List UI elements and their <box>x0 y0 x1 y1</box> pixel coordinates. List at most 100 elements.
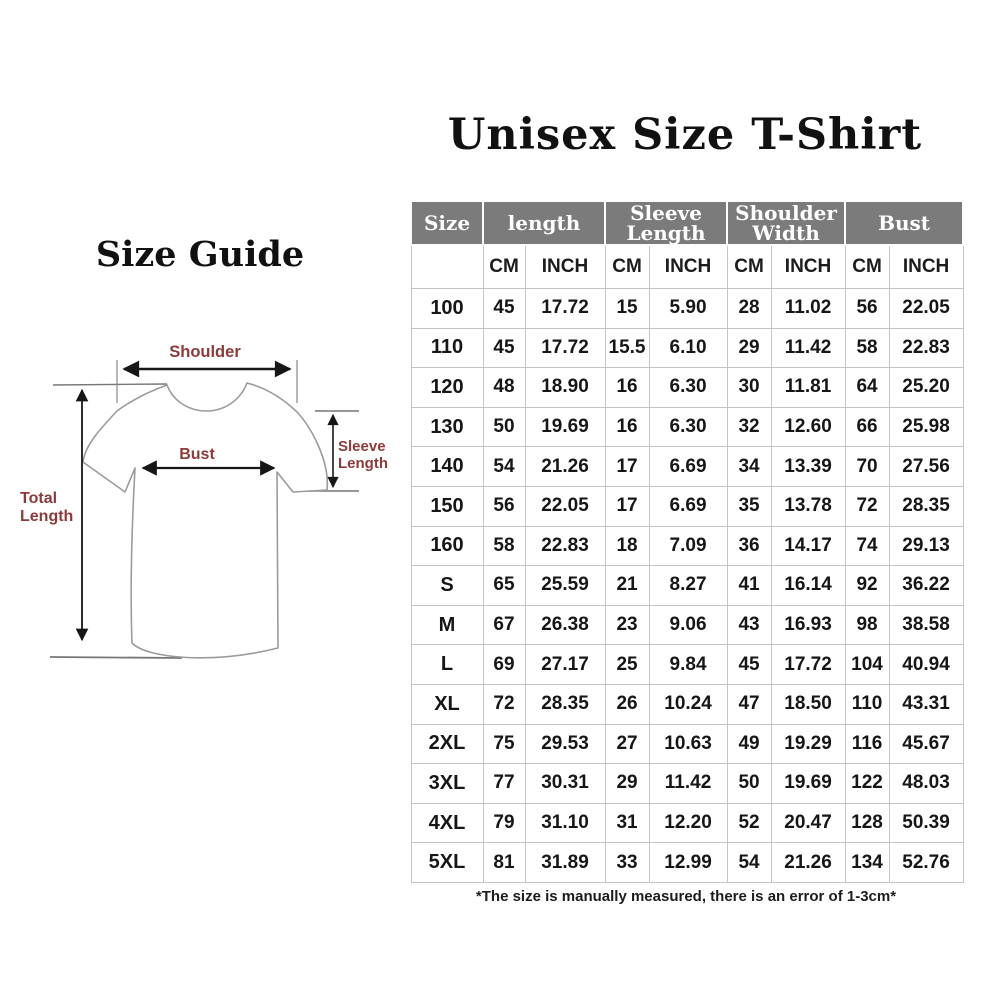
col-header-size: Size <box>410 200 484 246</box>
measurement-cell: 28 <box>726 288 772 329</box>
size-label-cell: 110 <box>410 327 484 369</box>
measurement-cell: 110 <box>844 683 890 725</box>
measurement-cell: 43 <box>726 604 772 646</box>
measurement-cell: 75 <box>482 723 526 765</box>
table-row: 5XL 81 31.89 33 12.99 54 21.26 134 52.76 <box>410 842 964 883</box>
measurement-cell: 22.05 <box>524 485 606 527</box>
size-table-header: Size length Sleeve Length Shoulder Width… <box>410 200 965 289</box>
table-row: S 65 25.59 21 8.27 41 16.14 92 36.22 <box>410 565 964 606</box>
bust-label: Bust <box>179 446 215 463</box>
measurement-cell: 23 <box>604 604 650 646</box>
measurement-cell: 9.06 <box>648 604 728 646</box>
measurement-cell: 65 <box>482 565 526 606</box>
measurement-cell: 20.47 <box>770 802 846 844</box>
measurement-cell: 17 <box>604 446 650 487</box>
measurement-cell: 25 <box>604 644 650 685</box>
size-guide-title: Size Guide <box>95 234 305 275</box>
measurement-cell: 22.83 <box>524 525 606 567</box>
measurement-cell: 36 <box>726 525 772 567</box>
measurement-cell: 104 <box>844 644 890 685</box>
measurement-cell: 27.17 <box>524 644 606 685</box>
measurement-cell: 98 <box>844 604 890 646</box>
size-label-cell: M <box>410 604 484 646</box>
measurement-cell: 45 <box>726 644 772 685</box>
measurement-cell: 16.14 <box>770 565 846 606</box>
measurement-cell: 45.67 <box>888 723 964 765</box>
measurement-cell: 30.31 <box>524 763 606 804</box>
measurement-cell: 27 <box>604 723 650 765</box>
measurement-cell: 6.30 <box>648 367 728 408</box>
measurement-cell: 10.24 <box>648 683 728 725</box>
size-label-cell: 120 <box>410 367 484 408</box>
measurement-cell: 66 <box>844 406 890 448</box>
measurement-cell: 11.02 <box>770 288 846 329</box>
measurement-cell: 38.58 <box>888 604 964 646</box>
unit-header-inch: INCH <box>524 244 606 289</box>
size-label-cell: 5XL <box>410 842 484 883</box>
measurement-cell: 16 <box>604 367 650 408</box>
size-label-cell: 150 <box>410 485 484 527</box>
measurement-cell: 22.05 <box>888 288 964 329</box>
measurement-cell: 19.69 <box>770 763 846 804</box>
measurement-cell: 30 <box>726 367 772 408</box>
measurement-cell: 12.60 <box>770 406 846 448</box>
measurement-cell: 43.31 <box>888 683 964 725</box>
measurement-cell: 17.72 <box>770 644 846 685</box>
measurement-cell: 72 <box>482 683 526 725</box>
total-length-label-line1: Total <box>20 490 57 507</box>
table-row: 120 48 18.90 16 6.30 30 11.81 64 25.20 <box>410 367 964 408</box>
measurement-cell: 128 <box>844 802 890 844</box>
measurement-cell: 13.39 <box>770 446 846 487</box>
measurement-cell: 13.78 <box>770 485 846 527</box>
tshirt-diagram-svg: Shoulder Bust Sleeve Length Total Length <box>20 343 388 659</box>
col-header-sleeve-length: Sleeve Length <box>604 200 729 246</box>
measurement-cell: 47 <box>726 683 772 725</box>
measurement-cell: 18 <box>604 525 650 567</box>
unit-header-empty <box>410 244 484 289</box>
measurement-cell: 18.90 <box>524 367 606 408</box>
measurement-cell: 48 <box>482 367 526 408</box>
unit-header-cm: CM <box>482 244 526 289</box>
unit-header-inch: INCH <box>770 244 846 289</box>
measurement-cell: 11.81 <box>770 367 846 408</box>
measurement-cell: 25.98 <box>888 406 964 448</box>
measurement-cell: 56 <box>482 485 526 527</box>
size-label-cell: 4XL <box>410 802 484 844</box>
table-row: 100 45 17.72 15 5.90 28 11.02 56 22.05 <box>410 288 964 329</box>
table-row: 2XL 75 29.53 27 10.63 49 19.29 116 45.67 <box>410 723 964 765</box>
size-label-cell: XL <box>410 683 484 725</box>
measurement-cell: 50.39 <box>888 802 964 844</box>
measurement-cell: 28.35 <box>524 683 606 725</box>
measurement-cell: 11.42 <box>770 327 846 369</box>
measurement-cell: 40.94 <box>888 644 964 685</box>
measurement-cell: 29.13 <box>888 525 964 567</box>
measurement-cell: 17.72 <box>524 288 606 329</box>
measurement-cell: 18.50 <box>770 683 846 725</box>
measurement-cell: 67 <box>482 604 526 646</box>
table-row: 4XL 79 31.10 31 12.20 52 20.47 128 50.39 <box>410 802 964 844</box>
measurement-cell: 81 <box>482 842 526 883</box>
measurement-cell: 19.69 <box>524 406 606 448</box>
size-label-cell: S <box>410 565 484 606</box>
measurement-cell: 33 <box>604 842 650 883</box>
measurement-cell: 29 <box>604 763 650 804</box>
measurement-cell: 52.76 <box>888 842 964 883</box>
measurement-cell: 11.42 <box>648 763 728 804</box>
measurement-cell: 58 <box>844 327 890 369</box>
measurement-cell: 10.63 <box>648 723 728 765</box>
measurement-cell: 45 <box>482 288 526 329</box>
measurement-cell: 52 <box>726 802 772 844</box>
measurement-cell: 25.20 <box>888 367 964 408</box>
measurement-cell: 48.03 <box>888 763 964 804</box>
measurement-cell: 36.22 <box>888 565 964 606</box>
measurement-cell: 22.83 <box>888 327 964 369</box>
measurement-cell: 50 <box>726 763 772 804</box>
measurement-cell: 5.90 <box>648 288 728 329</box>
unit-header-inch: INCH <box>888 244 964 289</box>
measurement-cell: 25.59 <box>524 565 606 606</box>
measurement-cell: 9.84 <box>648 644 728 685</box>
total-length-bottom-reference-line <box>49 656 183 659</box>
measurement-cell: 134 <box>844 842 890 883</box>
measurement-cell: 21.26 <box>524 446 606 487</box>
measurement-cell: 8.27 <box>648 565 728 606</box>
